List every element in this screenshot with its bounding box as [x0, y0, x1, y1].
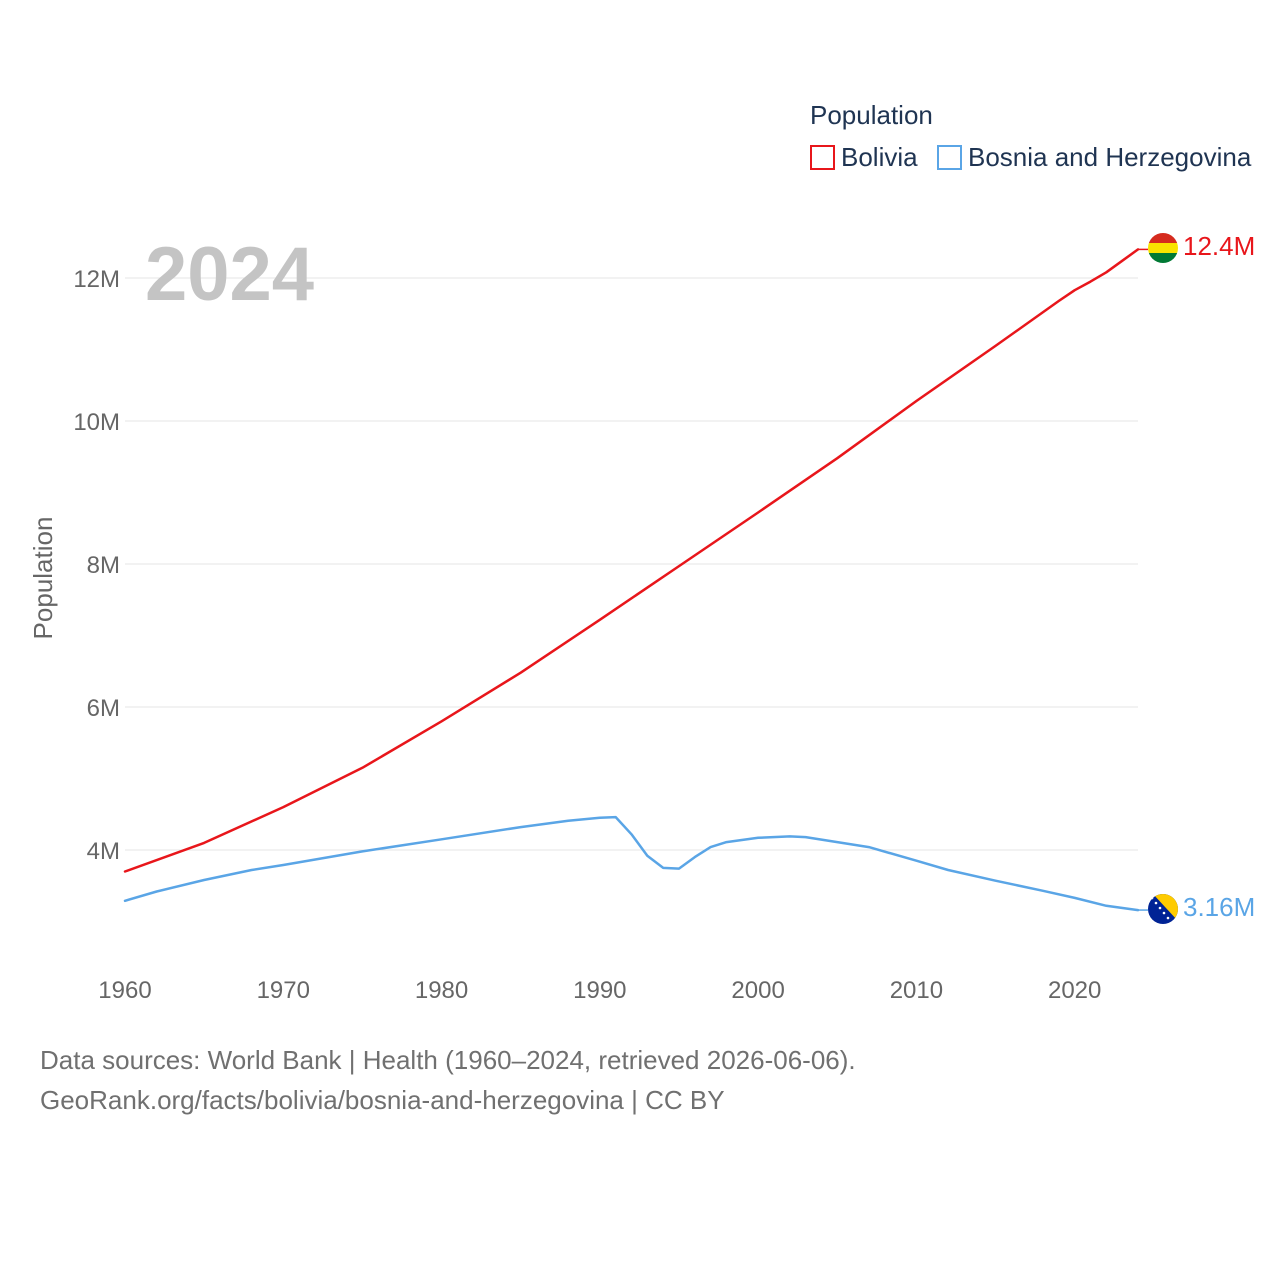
legend-swatch-bosnia [937, 145, 962, 170]
bosnia-flag-icon [1148, 894, 1178, 924]
y-tick-label: 10M [73, 409, 120, 436]
legend-label-bosnia: Bosnia and Herzegovina [968, 142, 1252, 172]
x-tick-label: 2020 [1048, 977, 1101, 1004]
legend-item-bolivia[interactable]: Bolivia [810, 142, 918, 172]
y-axis-title: Population [28, 517, 58, 640]
legend-swatch-bolivia [810, 145, 835, 170]
y-tick-label: 8M [87, 552, 120, 579]
x-tick-label: 2010 [890, 977, 943, 1004]
end-label-bosnia: 3.16M [1183, 892, 1255, 922]
x-tick-label: 1970 [257, 977, 310, 1004]
x-tick-label: 1960 [98, 977, 151, 1004]
legend-item-bosnia[interactable]: Bosnia and Herzegovina [937, 142, 1252, 172]
series-line-bosnia[interactable] [123, 815, 1140, 912]
legend-title: Population [810, 100, 933, 130]
y-axis-ticks: 4M 6M 8M 10M 12M [73, 266, 120, 865]
year-watermark: 2024 [145, 232, 314, 317]
population-chart: 4M 6M 8M 10M 12M 1960 1970 1980 1990 2000 2010 202… [28, 100, 1255, 1004]
x-tick-label: 1980 [415, 977, 468, 1004]
x-tick-label: 2000 [731, 977, 784, 1004]
footer: Data sources: World Bank | Health (1960–… [40, 1040, 856, 1120]
grid-lines [125, 277, 1138, 851]
legend: Population Bolivia Bosnia and Herzegovin… [810, 100, 1252, 172]
legend-label-bolivia: Bolivia [841, 142, 918, 172]
y-tick-label: 4M [87, 838, 120, 865]
bolivia-flag-icon [1148, 233, 1178, 263]
attribution-link[interactable]: GeoRank.org/facts/bolivia/bosnia-and-her… [40, 1085, 725, 1115]
data-sources-note: Data sources: World Bank | Health (1960–… [40, 1045, 856, 1075]
series-line-bolivia[interactable] [123, 248, 1140, 873]
y-tick-label: 12M [73, 266, 120, 293]
x-tick-label: 1990 [573, 977, 626, 1004]
x-axis-ticks: 1960 1970 1980 1990 2000 2010 2020 [98, 977, 1101, 1004]
y-tick-label: 6M [87, 695, 120, 722]
series-lines [123, 248, 1148, 912]
end-label-bolivia: 12.4M [1183, 231, 1255, 261]
